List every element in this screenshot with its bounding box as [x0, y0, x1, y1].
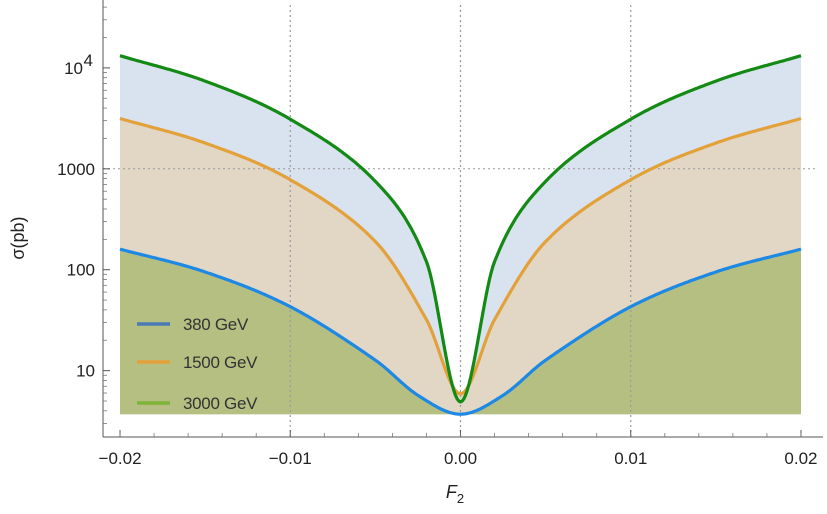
- series-line: [119, 247, 802, 416]
- x-axis-title: F2: [446, 482, 464, 506]
- x-tick-label: 0.01: [614, 449, 647, 468]
- y-tick-label: 10: [76, 362, 95, 381]
- legend: 380 GeV 1500 GeV 3000 GeV: [137, 315, 258, 413]
- legend-label: 1500 GeV: [183, 353, 258, 372]
- y-tick-label: 100: [67, 261, 95, 280]
- x-tick-label: 0.02: [784, 449, 817, 468]
- y-tick-label-exponent: 4: [84, 51, 93, 70]
- series-line: [119, 54, 802, 404]
- y-axis-title: σ(pb): [8, 216, 28, 259]
- series-line: [119, 116, 802, 396]
- x-tick-label: 0.00: [444, 449, 477, 468]
- series-lines: [119, 54, 802, 416]
- x-tick-label: −0.01: [269, 449, 312, 468]
- y-tick-label: 10: [64, 59, 83, 78]
- grid: [103, 5, 818, 437]
- tick-marks: [103, 6, 802, 437]
- series-fill: [120, 249, 801, 415]
- legend-label: 3000 GeV: [183, 394, 258, 413]
- y-tick-label: 1000: [57, 160, 95, 179]
- x-tick-label: −0.02: [99, 449, 142, 468]
- legend-label: 380 GeV: [183, 315, 249, 334]
- axis-titles: F2 σ(pb): [8, 216, 464, 506]
